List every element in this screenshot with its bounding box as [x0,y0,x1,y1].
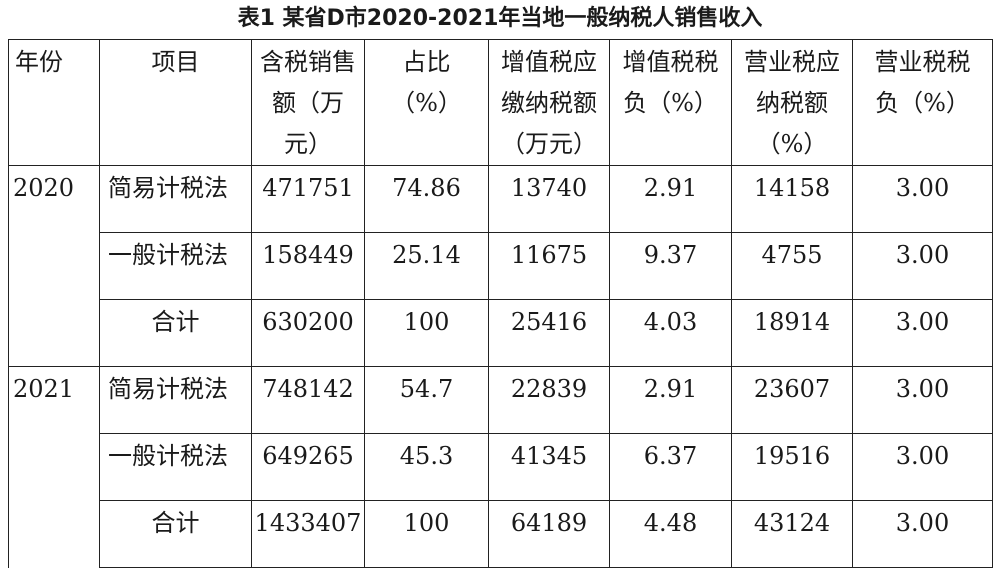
vat-burden-cell: 2.91 [609,165,732,233]
item-cell: 一般计税法 [99,433,252,501]
vat-payable-cell: 13740 [488,165,610,233]
item-cell: 简易计税法 [99,165,252,233]
header-business-tax-payable: 营业税应 纳税额 （%） [731,39,853,166]
sales-revenue-table: 年份 项目 含税销售 额（万 元） 占比 （%） 增值税应 缴纳税额 （万元） 增值税税负… [8,39,993,568]
table-row: 一般计税法 158449 25.14 11675 9.37 4755 3.00 [9,232,993,300]
business-tax-burden-cell: 3.00 [852,433,993,501]
vat-payable-cell: 64189 [488,500,610,568]
business-tax-burden-cell: 3.00 [852,232,993,300]
business-tax-payable-cell: 19516 [731,433,853,501]
item-cell: 一般计税法 [99,232,252,300]
business-tax-payable-cell: 18914 [731,299,853,367]
table-row: 合计 1433407 100 64189 4.48 43124 3.00 [9,500,993,568]
business-tax-burden-cell: 3.00 [852,299,993,367]
table-title: 表1 某省D市2020-2021年当地一般纳税人销售收入 [237,6,763,31]
share-cell: 45.3 [364,433,489,501]
vat-payable-cell: 22839 [488,366,610,434]
header-business-tax-burden: 营业税税 负（%） [852,39,993,166]
business-tax-payable-cell: 43124 [731,500,853,568]
sales-cell: 1433407 [251,500,365,568]
share-cell: 74.86 [364,165,489,233]
vat-burden-cell: 9.37 [609,232,732,300]
sales-cell: 471751 [251,165,365,233]
vat-payable-cell: 41345 [488,433,610,501]
header-share: 占比 （%） [364,39,489,166]
item-cell: 合计 [99,299,252,367]
item-cell: 简易计税法 [99,366,252,434]
header-sales-incl-tax: 含税销售 额（万 元） [251,39,365,166]
business-tax-payable-cell: 23607 [731,366,853,434]
share-cell: 100 [364,299,489,367]
table-row: 一般计税法 649265 45.3 41345 6.37 19516 3.00 [9,433,993,501]
sales-cell: 649265 [251,433,365,501]
table-row: 2021 简易计税法 748142 54.7 22839 2.91 23607 … [8,366,993,568]
business-tax-payable-cell: 14158 [731,165,853,233]
vat-payable-cell: 25416 [488,299,610,367]
sales-cell: 748142 [251,366,365,434]
sales-cell: 630200 [251,299,365,367]
vat-burden-cell: 2.91 [609,366,732,434]
header-vat-burden: 增值税税 负（%） [609,39,732,166]
share-cell: 25.14 [364,232,489,300]
vat-burden-cell: 4.48 [609,500,732,568]
year-cell: 2021 [8,366,100,568]
vat-payable-cell: 11675 [488,232,610,300]
table-row: 2020 简易计税法 471751 74.86 13740 2.91 14158… [8,165,993,367]
table-row: 合计 630200 100 25416 4.03 18914 3.00 [9,299,993,367]
share-cell: 100 [364,500,489,568]
business-tax-payable-cell: 4755 [731,232,853,300]
header-item: 项目 [99,39,252,166]
business-tax-burden-cell: 3.00 [852,165,993,233]
header-vat-payable: 增值税应 缴纳税额 （万元） [488,39,610,166]
header-year: 年份 [8,39,100,166]
year-cell: 2020 [8,165,100,367]
vat-burden-cell: 6.37 [609,433,732,501]
share-cell: 54.7 [364,366,489,434]
sales-cell: 158449 [251,232,365,300]
vat-burden-cell: 4.03 [609,299,732,367]
business-tax-burden-cell: 3.00 [852,366,993,434]
business-tax-burden-cell: 3.00 [852,500,993,568]
item-cell: 合计 [99,500,252,568]
header-row: 年份 项目 含税销售 额（万 元） 占比 （%） 增值税应 缴纳税额 （万元） 增值税税负… [8,39,993,166]
